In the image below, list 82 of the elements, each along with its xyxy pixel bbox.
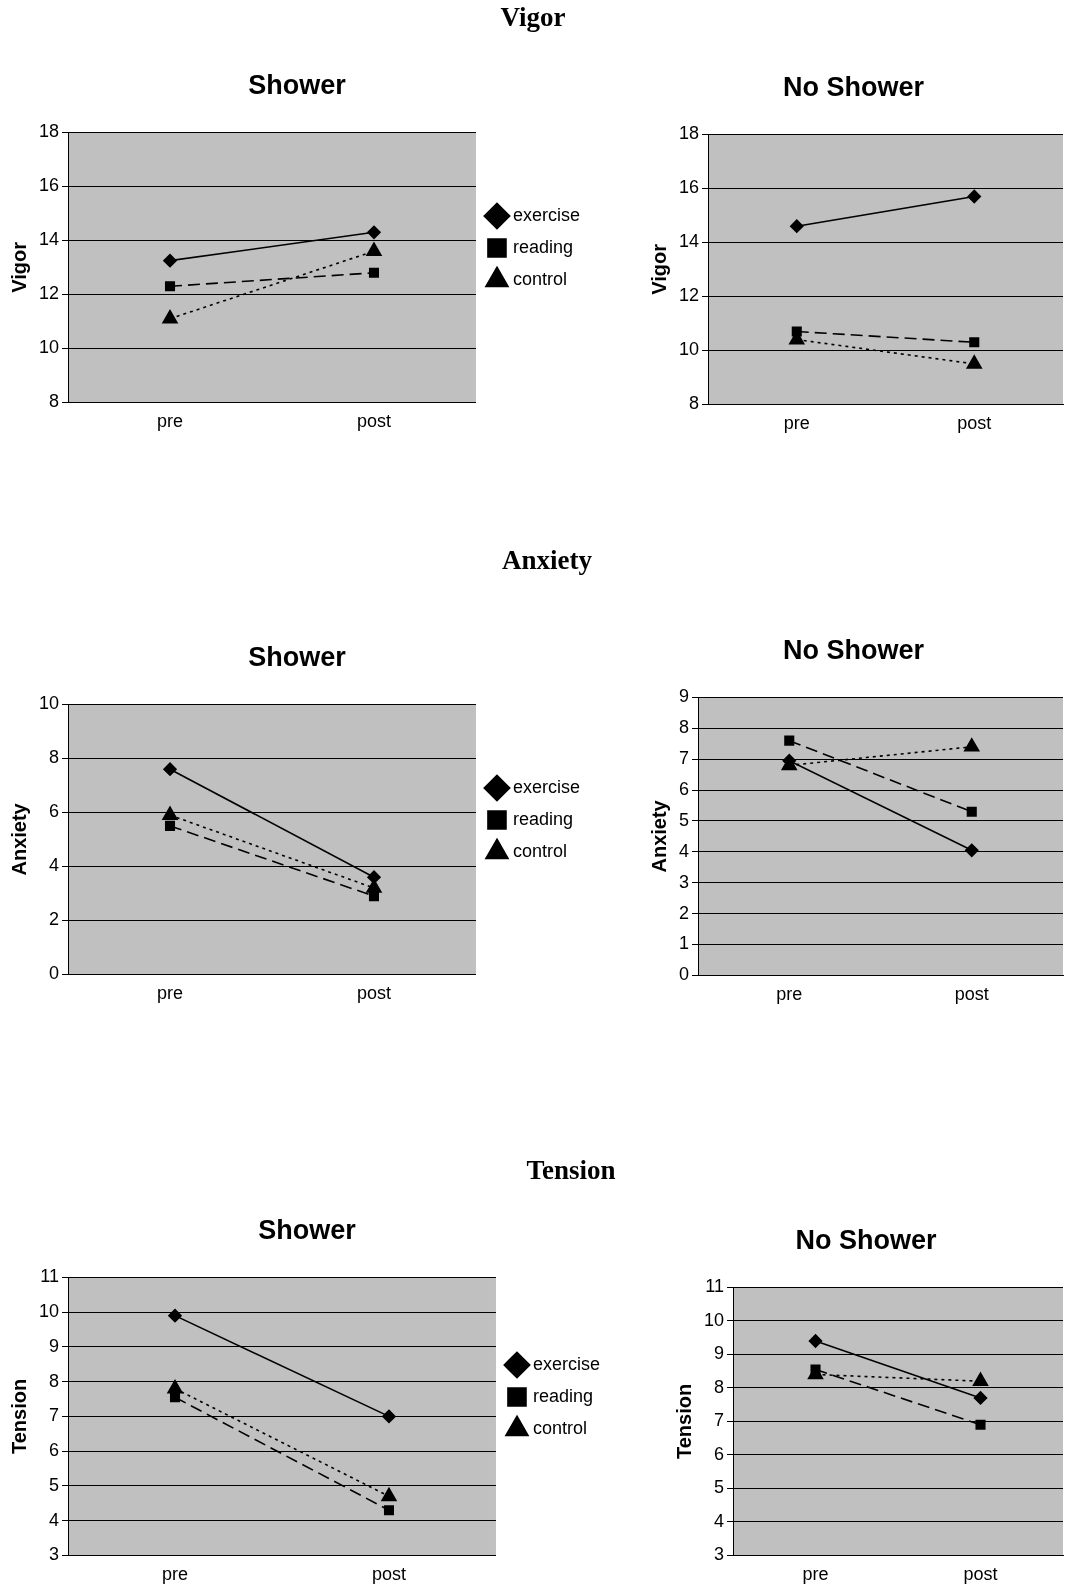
- y-tick-label: 11: [40, 1266, 60, 1287]
- y-tick-label: 8: [689, 393, 700, 414]
- y-axis-title: Vigor: [7, 241, 30, 293]
- x-tick-label: pre: [157, 983, 184, 1004]
- chart-title: No Shower: [782, 634, 925, 665]
- y-tick-label: 10: [38, 337, 60, 358]
- chart-title: Shower: [258, 1214, 357, 1245]
- text: Anxiety: [501, 545, 593, 576]
- y-tick-label: 3: [49, 1544, 60, 1565]
- x-tick-label: pre: [783, 413, 810, 434]
- chart-title: No Shower: [795, 1224, 937, 1255]
- y-tick-label: 18: [38, 121, 60, 142]
- y-tick-label: 10: [678, 339, 700, 360]
- y-tick-label: 4: [714, 1510, 725, 1531]
- y-tick-label: 3: [714, 1544, 725, 1565]
- y-tick-label: 5: [714, 1477, 725, 1498]
- x-tick-label: pre: [157, 411, 184, 432]
- legend-label: control: [512, 840, 568, 861]
- y-tick-label: 4: [679, 840, 690, 861]
- text: Tension: [525, 1155, 617, 1186]
- y-axis-title: Anxiety: [7, 802, 30, 876]
- x-tick-label: post: [957, 413, 992, 434]
- y-tick-label: 9: [49, 1335, 60, 1356]
- y-axis-title: Vigor: [647, 243, 670, 295]
- y-tick-label: 0: [679, 964, 690, 985]
- x-tick-label: pre: [162, 1564, 189, 1585]
- y-tick-label: 8: [49, 391, 60, 412]
- y-tick-label: 14: [678, 231, 700, 252]
- legend-label: exercise: [532, 1353, 601, 1374]
- y-axis-title: Anxiety: [647, 799, 670, 873]
- y-tick-label: 8: [49, 1370, 60, 1391]
- y-tick-label: 18: [678, 123, 700, 144]
- x-tick-label: post: [356, 411, 391, 432]
- y-tick-label: 16: [38, 175, 60, 196]
- y-tick-label: 4: [49, 1509, 60, 1530]
- chart-title: Shower: [248, 641, 347, 672]
- y-tick-label: 6: [49, 801, 60, 822]
- y-tick-label: 8: [49, 747, 60, 768]
- x-tick-label: pre: [802, 1564, 829, 1585]
- legend-label: control: [512, 268, 568, 289]
- x-tick-label: post: [371, 1564, 406, 1585]
- legend-label: control: [532, 1417, 588, 1438]
- y-tick-label: 9: [679, 686, 690, 707]
- y-tick-label: 6: [714, 1443, 725, 1464]
- legend-label: reading: [512, 236, 574, 257]
- legend-label: exercise: [512, 204, 581, 225]
- y-tick-label: 5: [679, 809, 690, 830]
- legend-label: reading: [512, 808, 574, 829]
- x-tick-label: post: [954, 984, 989, 1005]
- text: Vigor: [499, 2, 567, 33]
- y-tick-label: 7: [49, 1405, 60, 1426]
- x-tick-label: post: [356, 983, 391, 1004]
- y-axis-title: Tension: [672, 1383, 695, 1459]
- y-tick-label: 12: [678, 285, 700, 306]
- y-tick-label: 6: [679, 779, 690, 800]
- y-tick-label: 0: [49, 963, 60, 984]
- x-tick-label: post: [963, 1564, 998, 1585]
- y-tick-label: 2: [679, 902, 690, 923]
- y-tick-label: 14: [38, 229, 60, 250]
- y-tick-label: 11: [705, 1276, 725, 1297]
- y-tick-label: 1: [679, 933, 690, 954]
- y-axis-title: Tension: [7, 1378, 30, 1454]
- y-tick-label: 8: [714, 1376, 725, 1397]
- y-tick-label: 10: [38, 693, 60, 714]
- y-tick-label: 6: [49, 1440, 60, 1461]
- y-tick-label: 12: [38, 283, 60, 304]
- x-tick-label: pre: [776, 984, 803, 1005]
- y-tick-label: 10: [703, 1309, 725, 1330]
- chart-title: Shower: [248, 69, 347, 100]
- y-tick-label: 5: [49, 1474, 60, 1495]
- y-tick-label: 4: [49, 855, 60, 876]
- y-tick-label: 7: [679, 748, 690, 769]
- y-tick-label: 8: [679, 717, 690, 738]
- y-tick-label: 16: [678, 177, 700, 198]
- y-tick-label: 7: [714, 1410, 725, 1431]
- y-tick-label: 9: [714, 1343, 725, 1364]
- y-tick-label: 10: [38, 1301, 60, 1322]
- y-tick-label: 2: [49, 909, 60, 930]
- legend-label: exercise: [512, 776, 581, 797]
- legend-label: reading: [532, 1385, 594, 1406]
- chart-title: No Shower: [782, 71, 925, 102]
- y-tick-label: 3: [679, 871, 690, 892]
